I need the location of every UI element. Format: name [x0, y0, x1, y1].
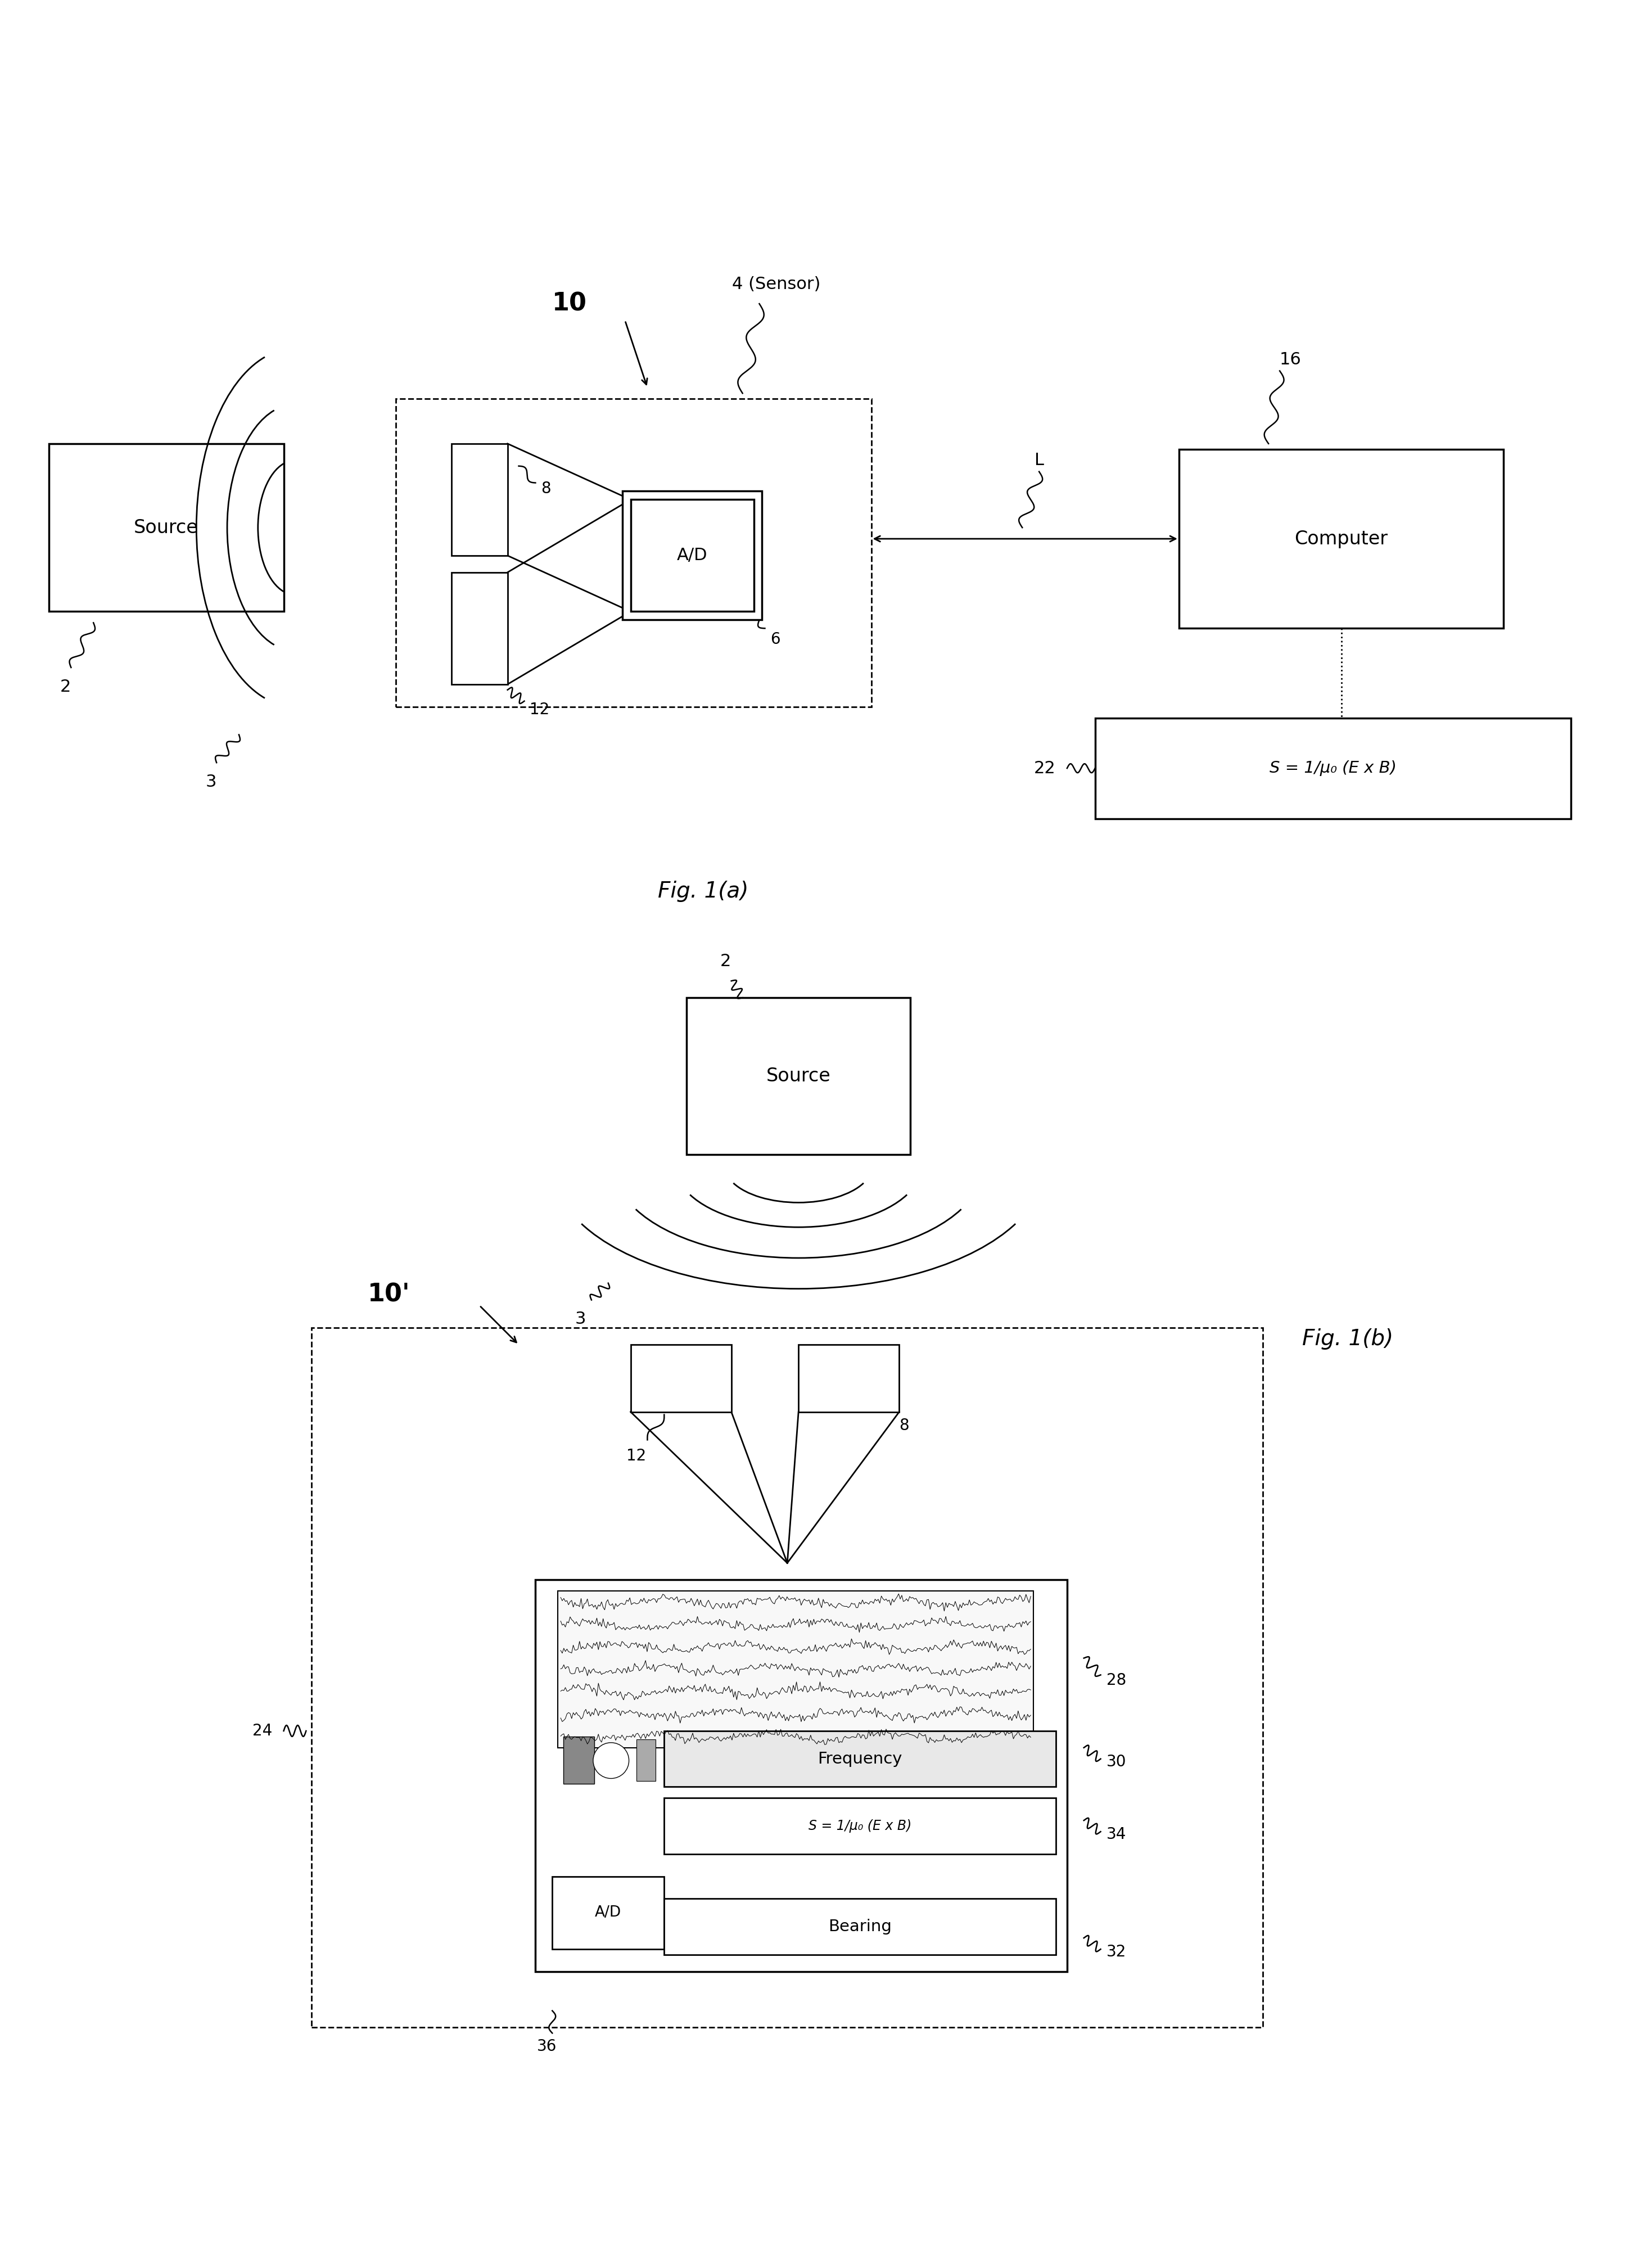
Bar	[1179, 449, 1504, 628]
Text: Source: Source	[134, 519, 198, 538]
Bar	[1095, 719, 1571, 819]
Text: 8: 8	[899, 1418, 909, 1433]
Text: Computer: Computer	[1295, 528, 1388, 549]
Text: S = 1/μ₀ (E x B): S = 1/μ₀ (E x B)	[1269, 760, 1396, 776]
Text: 16: 16	[1280, 352, 1301, 367]
Text: 2: 2	[721, 953, 731, 971]
Text: 10': 10'	[368, 1281, 410, 1306]
Bar	[631, 1345, 731, 1413]
Bar	[49, 445, 284, 612]
Bar	[558, 1590, 1033, 1749]
Bar	[631, 499, 754, 612]
Text: 22: 22	[1033, 760, 1056, 776]
Bar	[451, 445, 507, 556]
Text: Fig. 1(b): Fig. 1(b)	[1301, 1329, 1393, 1349]
Text: 32: 32	[1107, 1944, 1127, 1960]
Text: 10: 10	[553, 293, 587, 315]
Bar	[396, 399, 871, 708]
Text: A/D: A/D	[677, 547, 708, 565]
Circle shape	[594, 1742, 629, 1778]
Text: A/D: A/D	[595, 1905, 621, 1921]
Text: 3: 3	[576, 1311, 585, 1327]
Text: 12: 12	[530, 701, 549, 717]
Bar	[312, 1329, 1262, 2028]
Bar	[798, 1345, 899, 1413]
Text: 2: 2	[60, 678, 70, 694]
Bar	[664, 1898, 1056, 1955]
Text: Frequency: Frequency	[817, 1751, 903, 1767]
Bar	[664, 1799, 1056, 1853]
Text: 36: 36	[536, 2039, 556, 2055]
Text: 4 (Sensor): 4 (Sensor)	[732, 277, 821, 293]
Text: 34: 34	[1107, 1826, 1127, 1842]
Bar	[564, 1737, 594, 1785]
Text: Bearing: Bearing	[829, 1919, 891, 1935]
Text: 8: 8	[541, 481, 551, 497]
Text: 6: 6	[770, 633, 780, 646]
Text: 24: 24	[253, 1724, 273, 1740]
Bar	[636, 1740, 656, 1780]
Bar	[623, 492, 762, 619]
Bar	[553, 1876, 664, 1948]
Bar	[451, 572, 507, 685]
Bar	[664, 1730, 1056, 1787]
Text: Source: Source	[767, 1066, 831, 1086]
Text: 12: 12	[626, 1449, 646, 1465]
Bar	[687, 998, 911, 1154]
Text: 3: 3	[206, 773, 216, 789]
Text: Fig. 1(a): Fig. 1(a)	[657, 880, 749, 903]
Text: 30: 30	[1107, 1753, 1127, 1769]
Text: L: L	[1035, 451, 1043, 469]
Text: S = 1/μ₀ (E x B): S = 1/μ₀ (E x B)	[808, 1819, 912, 1833]
Bar	[536, 1581, 1068, 1971]
Text: 28: 28	[1107, 1672, 1127, 1687]
